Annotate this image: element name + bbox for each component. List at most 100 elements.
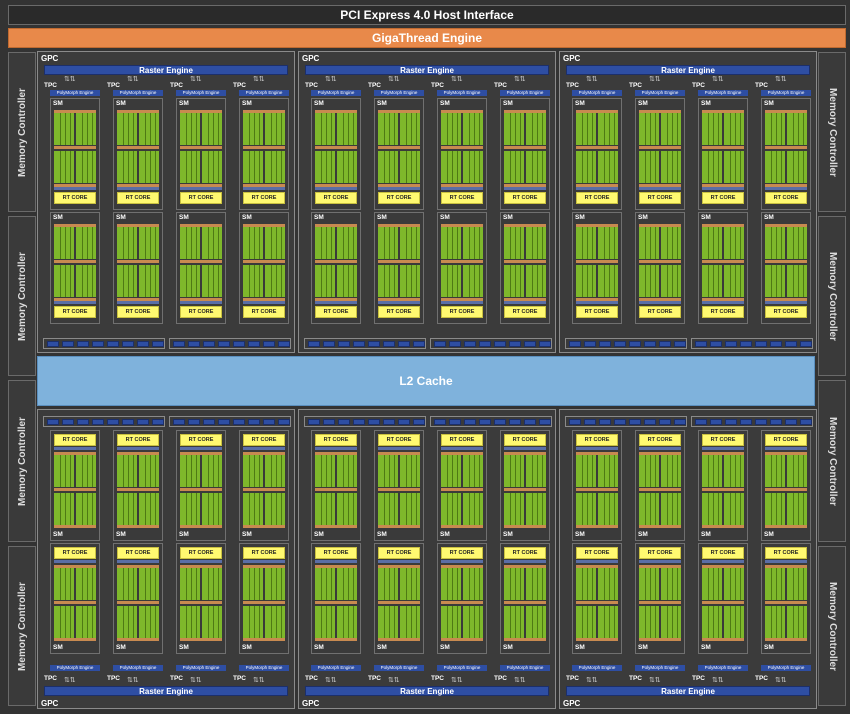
core-divider bbox=[479, 455, 480, 487]
core-divider bbox=[249, 455, 250, 487]
cuda-core-block bbox=[724, 568, 744, 600]
cuda-core-block bbox=[441, 606, 461, 638]
texture-unit-strip bbox=[702, 601, 744, 604]
streaming-multiprocessor: SM RT CORE bbox=[437, 543, 487, 654]
texture-unit-strip bbox=[702, 452, 744, 455]
texture-unit-strip bbox=[315, 146, 357, 149]
memory-interface-cell bbox=[599, 341, 611, 347]
cuda-core-block bbox=[54, 606, 74, 638]
core-divider bbox=[474, 265, 475, 297]
core-divider bbox=[331, 455, 332, 487]
load-store-strip bbox=[54, 187, 96, 190]
load-store-strip bbox=[243, 301, 285, 304]
texture-unit-strip bbox=[441, 525, 483, 528]
polymorph-engine: PolyMorph Engine bbox=[239, 665, 289, 671]
cuda-core-block bbox=[76, 151, 96, 183]
tpc: TPC PolyMorph Engine SM RT CORE SM RT CORE bbox=[755, 82, 813, 327]
cuda-core-block bbox=[724, 227, 744, 259]
data-flow-arrows: ⇅ ⇅ bbox=[451, 677, 463, 684]
core-divider bbox=[186, 113, 187, 145]
texture-unit-strip bbox=[117, 638, 159, 641]
core-divider bbox=[348, 227, 349, 259]
streaming-multiprocessor: SM RT CORE bbox=[500, 543, 550, 654]
cuda-core-block bbox=[243, 606, 263, 638]
core-divider bbox=[776, 493, 777, 525]
texture-unit-strip bbox=[180, 638, 222, 641]
texture-unit-strip bbox=[504, 565, 546, 568]
tpc: TPC PolyMorph Engine SM RT CORE SM RT CORE bbox=[44, 82, 102, 327]
core-divider bbox=[145, 113, 146, 145]
core-divider bbox=[276, 455, 277, 487]
cuda-core-block bbox=[724, 151, 744, 183]
cuda-core-block bbox=[76, 455, 96, 487]
core-divider bbox=[667, 113, 668, 145]
cuda-core-block bbox=[265, 227, 285, 259]
streaming-multiprocessor: SM RT CORE bbox=[500, 212, 550, 324]
core-divider bbox=[474, 493, 475, 525]
gpc: GPC Raster Engine ⇅ ⇅ ⇅ ⇅ ⇅ ⇅ ⇅ ⇅ TPC PolyMorph… bbox=[37, 409, 295, 709]
core-divider bbox=[133, 227, 134, 259]
core-divider bbox=[469, 227, 470, 259]
core-divider bbox=[771, 151, 772, 183]
polymorph-engine: PolyMorph Engine bbox=[572, 665, 622, 671]
load-store-strip bbox=[639, 187, 681, 190]
texture-unit-strip bbox=[639, 452, 681, 455]
core-divider bbox=[276, 227, 277, 259]
texture-unit-strip bbox=[441, 452, 483, 455]
rt-core: RT CORE bbox=[180, 192, 222, 204]
core-divider bbox=[708, 568, 709, 600]
core-divider bbox=[587, 227, 588, 259]
tpc: TPC PolyMorph Engine SM RT CORE SM RT CORE bbox=[107, 82, 165, 327]
core-divider bbox=[614, 455, 615, 487]
gpc: GPC Raster Engine ⇅ ⇅ ⇅ ⇅ ⇅ ⇅ ⇅ ⇅ TPC PolyMorph… bbox=[298, 51, 556, 353]
memory-interface-cell bbox=[413, 419, 425, 425]
core-divider bbox=[254, 227, 255, 259]
polymorph-engine: PolyMorph Engine bbox=[374, 90, 424, 96]
cuda-core-block bbox=[400, 227, 420, 259]
core-divider bbox=[582, 151, 583, 183]
texture-unit-strip bbox=[504, 184, 546, 187]
core-divider bbox=[406, 493, 407, 525]
core-divider bbox=[128, 227, 129, 259]
core-divider bbox=[65, 455, 66, 487]
core-divider bbox=[271, 227, 272, 259]
polymorph-engine: PolyMorph Engine bbox=[176, 90, 226, 96]
cuda-core-block bbox=[463, 151, 483, 183]
core-divider bbox=[537, 568, 538, 600]
core-divider bbox=[82, 151, 83, 183]
sm-label: SM bbox=[638, 100, 648, 107]
rt-core: RT CORE bbox=[54, 434, 96, 446]
core-divider bbox=[667, 265, 668, 297]
core-divider bbox=[609, 113, 610, 145]
core-divider bbox=[128, 113, 129, 145]
polymorph-engine: PolyMorph Engine bbox=[572, 90, 622, 96]
core-divider bbox=[348, 151, 349, 183]
texture-unit-strip bbox=[243, 146, 285, 149]
cuda-core-block bbox=[202, 568, 222, 600]
cuda-core-block bbox=[117, 493, 137, 525]
core-divider bbox=[604, 455, 605, 487]
rt-core: RT CORE bbox=[315, 192, 357, 204]
texture-unit-strip bbox=[117, 298, 159, 301]
load-store-strip bbox=[576, 187, 618, 190]
cuda-core-block bbox=[504, 493, 524, 525]
memory-interface-cell bbox=[509, 341, 521, 347]
load-store-strip bbox=[702, 187, 744, 190]
texture-unit-strip bbox=[315, 260, 357, 263]
core-divider bbox=[447, 455, 448, 487]
streaming-multiprocessor: SM RT CORE bbox=[239, 543, 289, 654]
polymorph-engine: PolyMorph Engine bbox=[500, 90, 550, 96]
cuda-core-block bbox=[639, 265, 659, 297]
core-divider bbox=[343, 493, 344, 525]
core-divider bbox=[479, 227, 480, 259]
memory-interface-cell bbox=[725, 341, 737, 347]
core-divider bbox=[123, 493, 124, 525]
core-divider bbox=[798, 113, 799, 145]
memory-interface-cell bbox=[785, 341, 797, 347]
texture-unit-strip bbox=[378, 525, 420, 528]
rt-core: RT CORE bbox=[441, 306, 483, 318]
core-divider bbox=[718, 151, 719, 183]
core-divider bbox=[276, 568, 277, 600]
core-divider bbox=[672, 493, 673, 525]
core-divider bbox=[730, 606, 731, 638]
